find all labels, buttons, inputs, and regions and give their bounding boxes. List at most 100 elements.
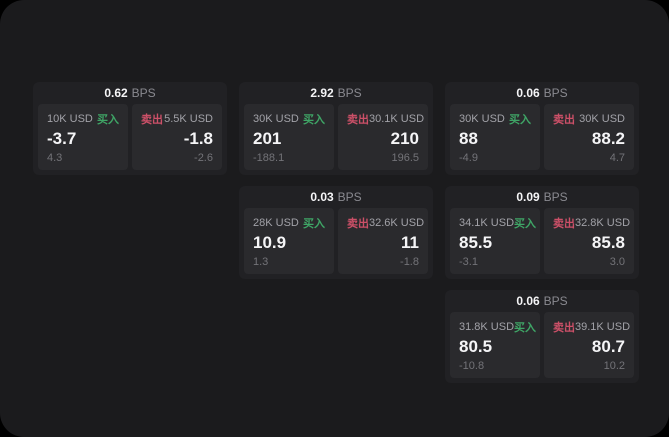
buy-panel[interactable]: 28K USD 买入 10.9 1.3 [244,208,334,274]
bps-value: 0.06 [516,294,540,308]
buy-price: 80.5 [459,337,493,357]
sell-panel[interactable]: 卖出 30.1K USD 210 196.5 [338,104,428,170]
card-header: 0.62 BPS [33,82,227,104]
buy-price: 85.5 [459,233,493,253]
sell-price: -1.8 [183,129,213,149]
buy-side-label: 买入 [514,322,537,334]
buy-price: -3.7 [47,129,77,149]
sell-side-label: 卖出 [553,218,575,230]
buy-panel[interactable]: 34.1K USD 买入 85.5 -3.1 [450,208,540,274]
sell-amount: 30.1K USD [369,113,425,125]
sell-side-label: 卖出 [347,114,369,126]
sell-delta: -2.6 [194,152,213,164]
buy-amount: 34.1K USD [459,217,515,229]
sell-side-label: 卖出 [347,218,369,230]
buy-panel[interactable]: 10K USD 买入 -3.7 4.3 [38,104,128,170]
bps-unit-label: BPS [131,86,156,100]
card-body: 28K USD 买入 10.9 1.3 卖出 32.6K USD 11 -1.8 [239,208,433,279]
card-body: 10K USD 买入 -3.7 4.3 卖出 5.5K USD -1.8 -2.… [33,104,227,175]
buy-panel-top: 28K USD 买入 [253,215,325,231]
buy-delta: -4.9 [459,152,478,164]
bps-unit-label: BPS [543,294,568,308]
buy-panel[interactable]: 30K USD 买入 88 -4.9 [450,104,540,170]
bps-unit-label: BPS [543,190,568,204]
sell-panel-top: 卖出 32.8K USD [553,215,630,231]
sell-side-label: 卖出 [553,322,575,334]
sell-amount: 30K USD [579,113,625,125]
sell-delta: -1.8 [400,256,419,268]
sell-panel[interactable]: 卖出 32.6K USD 11 -1.8 [338,208,428,274]
sell-delta: 10.2 [603,360,625,372]
sell-panel[interactable]: 卖出 32.8K USD 85.8 3.0 [544,208,634,274]
bps-value: 0.06 [516,86,540,100]
buy-panel-top: 30K USD 买入 [459,111,531,127]
buy-price: 10.9 [253,233,287,253]
sell-panel-top: 卖出 30.1K USD [347,111,424,127]
quote-card: 0.62 BPS 10K USD 买入 -3.7 4.3 卖出 5.5K USD… [33,82,227,175]
buy-delta: -10.8 [459,360,485,372]
card-header: 0.06 BPS [445,82,639,104]
buy-panel-top: 30K USD 买入 [253,111,325,127]
bps-unit-label: BPS [543,86,568,100]
sell-price: 80.7 [591,337,625,357]
buy-side-label: 买入 [303,114,325,126]
sell-side-label: 卖出 [553,114,575,126]
buy-panel-top: 10K USD 买入 [47,111,119,127]
sell-delta: 196.5 [391,152,419,164]
bps-value: 0.09 [516,190,540,204]
sell-price: 210 [390,129,419,149]
bps-unit-label: BPS [337,86,362,100]
sell-amount: 32.8K USD [575,217,631,229]
buy-panel-top: 31.8K USD 买入 [459,319,536,335]
buy-price: 88 [459,129,478,149]
quote-card: 0.03 BPS 28K USD 买入 10.9 1.3 卖出 32.6K US… [239,186,433,279]
bps-value: 2.92 [310,86,334,100]
buy-amount: 30K USD [253,113,299,125]
sell-price: 85.8 [591,233,625,253]
buy-amount: 30K USD [459,113,505,125]
sell-price: 11 [401,233,419,253]
buy-amount: 31.8K USD [459,321,515,333]
bps-value: 0.03 [310,190,334,204]
sell-panel-top: 卖出 32.6K USD [347,215,424,231]
sell-amount: 39.1K USD [575,321,631,333]
sell-amount: 5.5K USD [164,113,213,125]
quote-card: 0.06 BPS 30K USD 买入 88 -4.9 卖出 30K USD 8… [445,82,639,175]
sell-delta: 3.0 [609,256,625,268]
sell-amount: 32.6K USD [369,217,425,229]
buy-amount: 10K USD [47,113,93,125]
sell-panel-top: 卖出 5.5K USD [141,111,213,127]
sell-panel[interactable]: 卖出 5.5K USD -1.8 -2.6 [132,104,222,170]
card-body: 31.8K USD 买入 80.5 -10.8 卖出 39.1K USD 80.… [445,312,639,383]
quote-grid: 0.62 BPS 10K USD 买入 -3.7 4.3 卖出 5.5K USD… [33,82,639,383]
quote-card: 2.92 BPS 30K USD 买入 201 -188.1 卖出 30.1K … [239,82,433,175]
buy-side-label: 买入 [303,218,325,230]
card-header: 0.03 BPS [239,186,433,208]
sell-price: 88.2 [591,129,625,149]
bps-unit-label: BPS [337,190,362,204]
buy-delta: 1.3 [253,256,269,268]
buy-side-label: 买入 [514,218,537,230]
buy-side-label: 买入 [97,114,119,126]
sell-panel-top: 卖出 30K USD [553,111,625,127]
card-header: 0.09 BPS [445,186,639,208]
card-body: 30K USD 买入 88 -4.9 卖出 30K USD 88.2 4.7 [445,104,639,175]
buy-panel-top: 34.1K USD 买入 [459,215,536,231]
card-header: 0.06 BPS [445,290,639,312]
quote-card: 0.09 BPS 34.1K USD 买入 85.5 -3.1 卖出 32.8K… [445,186,639,279]
sell-delta: 4.7 [609,152,625,164]
quote-card: 0.06 BPS 31.8K USD 买入 80.5 -10.8 卖出 39.1… [445,290,639,383]
buy-panel[interactable]: 31.8K USD 买入 80.5 -10.8 [450,312,540,378]
buy-panel[interactable]: 30K USD 买入 201 -188.1 [244,104,334,170]
buy-delta: 4.3 [47,152,63,164]
sell-panel[interactable]: 卖出 39.1K USD 80.7 10.2 [544,312,634,378]
buy-delta: -188.1 [253,152,285,164]
card-header: 2.92 BPS [239,82,433,104]
sell-panel[interactable]: 卖出 30K USD 88.2 4.7 [544,104,634,170]
buy-amount: 28K USD [253,217,299,229]
sell-side-label: 卖出 [141,114,163,126]
buy-delta: -3.1 [459,256,478,268]
card-body: 30K USD 买入 201 -188.1 卖出 30.1K USD 210 1… [239,104,433,175]
buy-side-label: 买入 [509,114,531,126]
